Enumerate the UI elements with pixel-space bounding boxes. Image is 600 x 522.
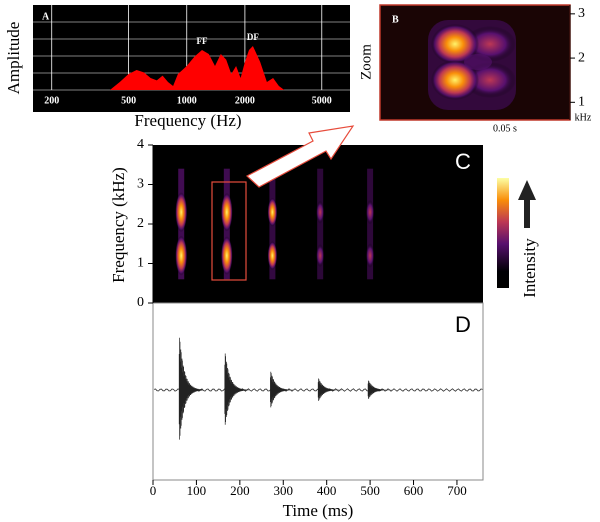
colorbar-label: Intensity [520,238,539,298]
x-tick-label: 1000 [177,95,197,106]
call-band [220,192,233,232]
y-tick-label: 2 [578,50,585,65]
annotation: FF [197,36,208,46]
y-axis-label: Amplitude [4,22,23,95]
x-tick-label: 700 [447,483,467,498]
x-axis-label: Frequency (Hz) [134,111,241,130]
y-tick-label: 2 [137,216,144,231]
zoom-image [428,20,516,110]
intensity-arrow [518,180,536,228]
x-tick-label: 500 [360,483,380,498]
y-tick-label: 4 [137,137,144,152]
panel-label: D [455,312,471,337]
annotation: DF [247,32,259,42]
x-tick-label: 100 [187,483,207,498]
call-band [267,197,278,227]
call-band [315,200,325,224]
call-band [365,199,375,225]
call-band [365,243,375,268]
call-band [175,192,188,233]
call-burst [270,371,295,408]
call-burst [317,378,343,401]
x-tick-label: 2000 [235,95,255,106]
panel-label: C [455,149,471,174]
call-burst [224,353,249,425]
x-tick-label: 200 [230,483,250,498]
panel-label: A [42,11,50,22]
call-band [220,236,233,275]
y-tick-label: 1 [578,95,585,110]
panel-a-bg [33,5,350,112]
colorbar [497,178,509,288]
scale-label: 0.05 s [493,123,517,134]
call-band [267,241,278,270]
zoom-arrow [245,125,355,188]
x-tick-label: 400 [317,483,337,498]
call-burst [178,337,204,440]
x-tick-label: 500 [121,95,136,106]
call-band [315,244,325,268]
x-tick-label: 600 [404,483,424,498]
y-axis-label: Zoom [358,44,374,80]
call-burst [367,380,393,399]
zoom-box [211,181,247,281]
y-axis-label: Frequency (kHz) [109,167,128,283]
spectrum-area [109,46,285,90]
unit-label: kHz [575,112,592,123]
x-axis-label: Time (ms) [283,501,354,520]
y-tick-label: 3 [137,177,144,192]
call-trace [317,168,324,280]
x-tick-label: 200 [44,95,59,106]
x-tick-label: 0 [150,483,157,498]
panel-label: B [392,14,399,25]
y-tick-label: 3 [578,6,585,21]
y-tick-label: 0 [137,295,144,310]
call-band [175,235,188,276]
x-tick-label: 5000 [312,95,332,106]
x-tick-label: 300 [274,483,294,498]
y-tick-label: 1 [137,256,144,271]
